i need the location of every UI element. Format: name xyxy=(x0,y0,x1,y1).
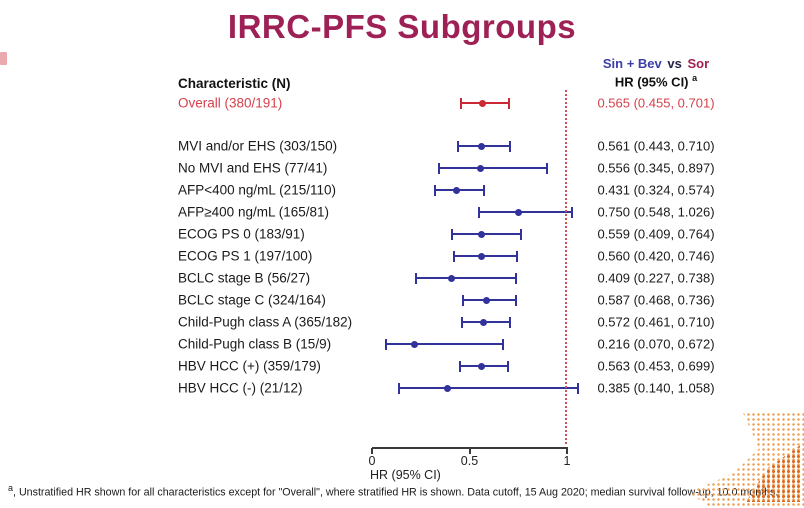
ci-cap-right xyxy=(514,272,517,284)
ci-cap-right xyxy=(519,228,522,240)
footnote-marker: a xyxy=(8,483,14,493)
x-axis-tick-label: 1 xyxy=(563,454,571,468)
row-label: Overall (380/191) xyxy=(178,95,283,111)
hr-column-header: HR (95% CI) a xyxy=(578,73,734,89)
ci-cap-left xyxy=(438,162,441,174)
ci-cap-right xyxy=(577,382,580,394)
ci-cap-right xyxy=(507,97,510,109)
row-value: 0.431 (0.324, 0.574) xyxy=(597,182,715,198)
ci-cap-right xyxy=(482,184,485,196)
control-arm-label: Sor xyxy=(687,56,710,71)
ci-cap-right xyxy=(516,250,519,262)
ci-line xyxy=(439,167,547,169)
ci-cap-left xyxy=(450,228,453,240)
row-label: Child-Pugh class B (15/9) xyxy=(178,336,332,352)
hr-column-header-text: HR (95% CI) xyxy=(614,74,689,90)
ci-cap-right xyxy=(509,140,512,152)
ci-cap-right xyxy=(507,360,510,372)
row-label: ECOG PS 1 (197/100) xyxy=(178,248,313,264)
treatment-arm-label: Sin + Bev xyxy=(602,56,662,71)
x-axis-tick xyxy=(468,448,471,454)
hr-marker xyxy=(480,318,488,326)
hr-marker xyxy=(452,186,460,194)
row-value: 0.216 (0.070, 0.672) xyxy=(597,336,715,352)
ci-cap-left xyxy=(434,184,437,196)
ci-cap-left xyxy=(462,294,465,306)
row-value: 0.750 (0.548, 1.026) xyxy=(597,204,715,220)
ci-cap-left xyxy=(415,272,418,284)
row-value: 0.587 (0.468, 0.736) xyxy=(597,292,715,308)
hr-marker xyxy=(514,208,522,216)
comparison-header: Sin + Bev vs Sor xyxy=(578,56,734,71)
row-label: BCLC stage B (56/27) xyxy=(178,270,311,286)
hr-header-footnote-marker: a xyxy=(692,73,698,83)
row-value: 0.385 (0.140, 1.058) xyxy=(597,380,715,396)
ci-cap-left xyxy=(460,316,463,328)
hr-marker xyxy=(482,296,490,304)
ci-line xyxy=(451,233,521,235)
row-value: 0.572 (0.461, 0.710) xyxy=(597,314,715,330)
ci-line xyxy=(453,255,518,257)
hr-marker xyxy=(477,142,485,150)
row-value: 0.561 (0.443, 0.710) xyxy=(597,138,715,154)
ci-line xyxy=(478,211,573,213)
row-label: BCLC stage C (324/164) xyxy=(178,292,326,308)
x-axis-tick xyxy=(371,448,373,454)
ci-cap-left xyxy=(384,338,387,350)
ci-cap-right xyxy=(502,338,505,350)
row-value: 0.560 (0.420, 0.746) xyxy=(597,248,715,264)
reference-line-hr1 xyxy=(565,90,567,444)
characteristic-column-header: Characteristic (N) xyxy=(178,76,291,91)
x-axis-tick xyxy=(566,448,568,454)
row-label: HBV HCC (-) (21/12) xyxy=(178,380,303,396)
row-label: AFP≥400 ng/mL (165/81) xyxy=(178,204,329,220)
ci-cap-left xyxy=(477,206,480,218)
hr-marker xyxy=(477,252,485,260)
ci-cap-left xyxy=(459,360,462,372)
row-value: 0.409 (0.227, 0.738) xyxy=(597,270,715,286)
x-axis-label: HR (95% CI) xyxy=(370,468,441,482)
footnote-text: , Unstratified HR shown for all characte… xyxy=(13,486,779,499)
ci-line xyxy=(399,387,579,389)
hr-marker xyxy=(448,274,456,282)
hr-marker xyxy=(476,164,484,172)
hr-marker xyxy=(478,362,486,370)
ci-line xyxy=(385,343,504,345)
hr-marker xyxy=(410,340,418,348)
ci-cap-right xyxy=(571,206,574,218)
ci-cap-right xyxy=(545,162,548,174)
ci-line xyxy=(416,277,516,279)
row-label: Child-Pugh class A (365/182) xyxy=(178,314,353,330)
ci-line xyxy=(435,189,484,191)
row-label: HBV HCC (+) (359/179) xyxy=(178,358,321,374)
row-value: 0.556 (0.345, 0.897) xyxy=(597,160,715,176)
hr-marker xyxy=(478,99,486,107)
row-label: ECOG PS 0 (183/91) xyxy=(178,226,305,242)
left-edge-decoration xyxy=(0,52,7,65)
hr-marker xyxy=(477,230,485,238)
x-axis-tick-label: 0 xyxy=(368,454,376,468)
ci-cap-right xyxy=(514,294,517,306)
ci-cap-right xyxy=(509,316,512,328)
row-value: 0.559 (0.409, 0.764) xyxy=(597,226,715,242)
row-label: No MVI and EHS (77/41) xyxy=(178,160,328,176)
x-axis-tick-label: 0.5 xyxy=(460,454,479,468)
row-label: AFP<400 ng/mL (215/110) xyxy=(178,182,336,198)
hr-marker xyxy=(443,384,451,392)
ci-cap-left xyxy=(459,97,462,109)
vs-label: vs xyxy=(667,56,682,71)
ci-cap-left xyxy=(398,382,401,394)
footnote: a, Unstratified HR shown for all charact… xyxy=(8,483,778,499)
row-value: 0.563 (0.453, 0.699) xyxy=(597,358,715,374)
ci-cap-left xyxy=(452,250,455,262)
page-title: IRRC-PFS Subgroups xyxy=(227,8,577,45)
row-value: 0.565 (0.455, 0.701) xyxy=(597,95,715,111)
ci-cap-left xyxy=(457,140,460,152)
row-label: MVI and/or EHS (303/150) xyxy=(178,138,338,154)
